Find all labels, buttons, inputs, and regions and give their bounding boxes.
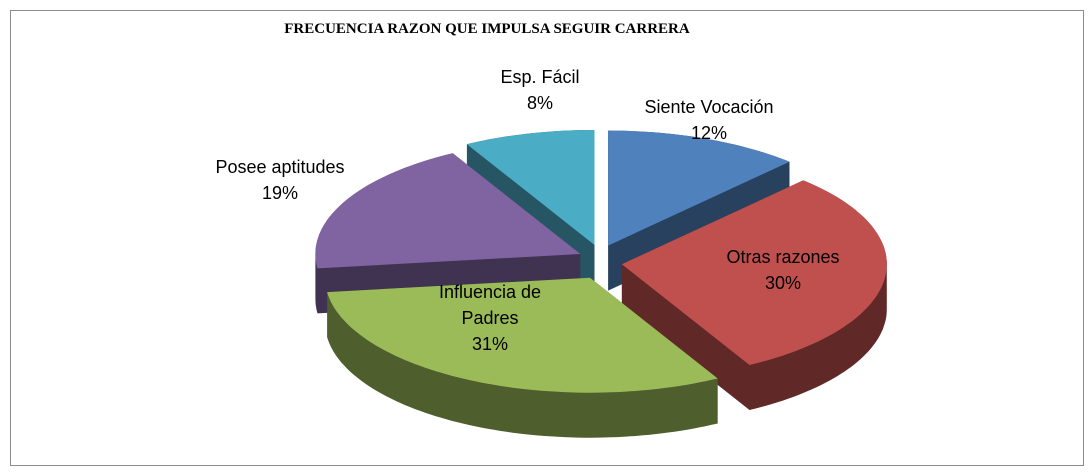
slice bbox=[315, 153, 581, 269]
slice-name: Esp. Fácil bbox=[500, 67, 580, 87]
slice-value: 19% bbox=[261, 183, 299, 203]
slice-label: Esp. Fácil 8% bbox=[440, 64, 640, 116]
slice bbox=[621, 180, 887, 365]
slice-value: 30% bbox=[764, 273, 802, 293]
slice-value: 8% bbox=[526, 93, 553, 113]
slice-name: Influencia de Padres bbox=[438, 282, 542, 328]
slice-value: 12% bbox=[690, 123, 728, 143]
slice-name: Posee aptitudes bbox=[215, 157, 345, 177]
slice bbox=[327, 277, 718, 393]
slice-label: Otras razones 30% bbox=[683, 244, 883, 296]
slice-name: Siente Vocación bbox=[644, 97, 774, 117]
slice bbox=[466, 130, 595, 245]
slice-label: Posee aptitudes 19% bbox=[180, 154, 380, 206]
slice-label: Siente Vocación 12% bbox=[599, 94, 819, 146]
slice-value: 31% bbox=[471, 334, 509, 354]
slice-name: Otras razones bbox=[726, 247, 840, 267]
slice bbox=[608, 130, 790, 246]
slice-label: Influencia de Padres 31% bbox=[425, 279, 555, 357]
chart-title: FRECUENCIA RAZON QUE IMPULSA SEGUIR CARR… bbox=[284, 21, 690, 37]
